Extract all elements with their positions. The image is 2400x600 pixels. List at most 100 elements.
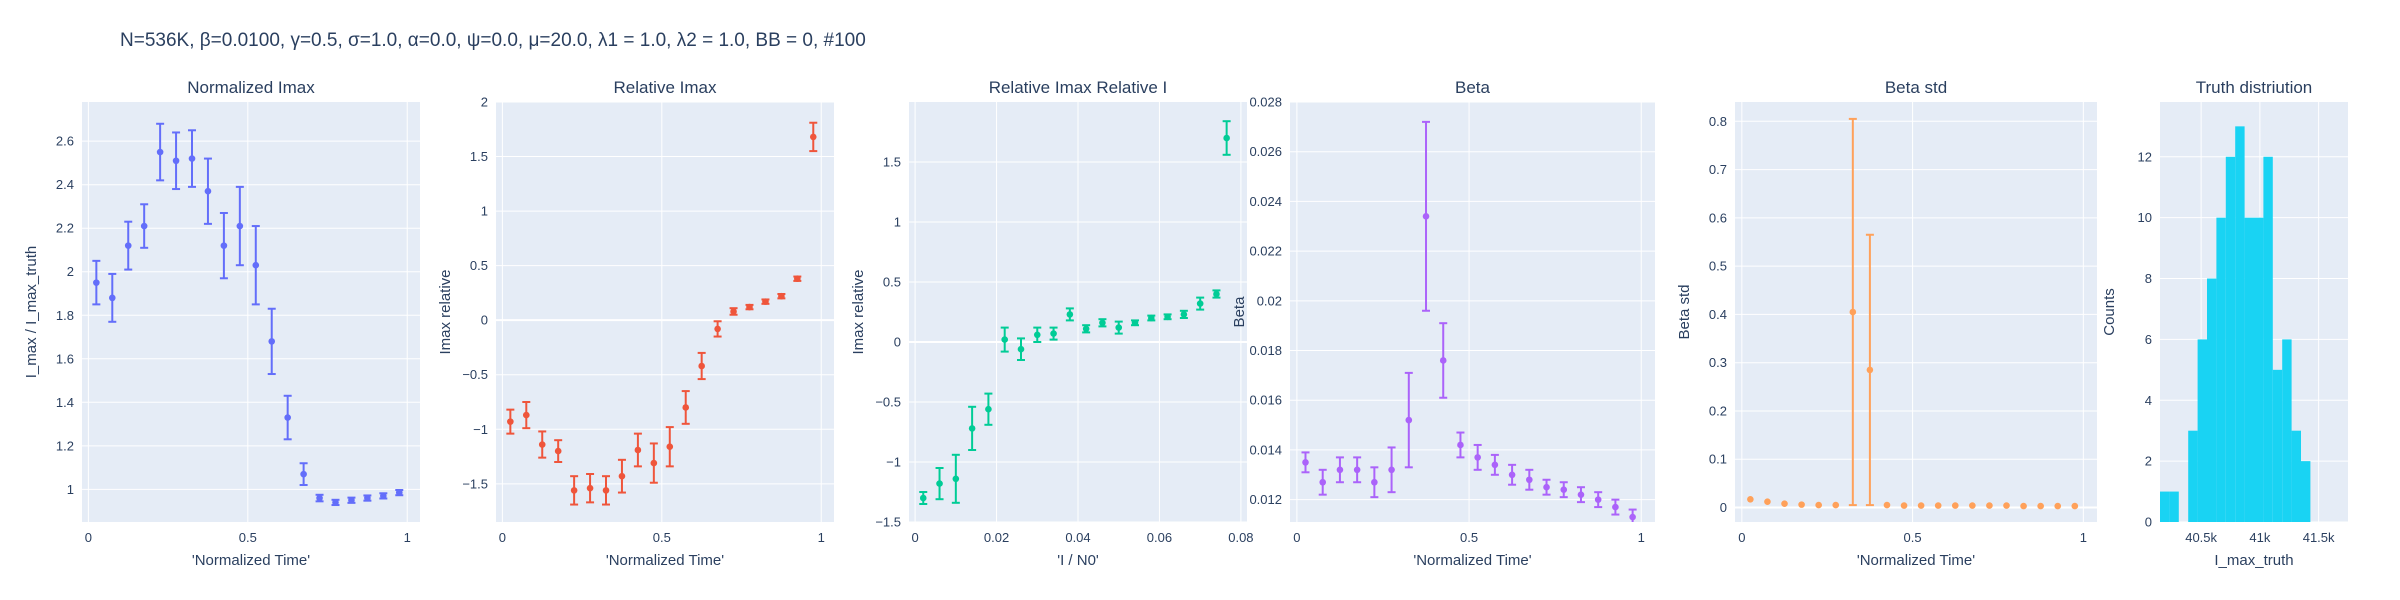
data-point xyxy=(666,443,674,451)
data-point xyxy=(188,155,196,162)
y-tick-label: 0.8 xyxy=(1709,114,1727,129)
data-point xyxy=(2003,502,2010,509)
data-point xyxy=(1986,502,1993,509)
data-point xyxy=(1934,502,1942,509)
y-tick-label: 0.028 xyxy=(1249,95,1282,110)
x-tick-label: 0.5 xyxy=(239,530,257,545)
data-point xyxy=(1764,498,1771,506)
y-tick-label: 2.2 xyxy=(56,221,74,236)
histogram-bar xyxy=(2291,430,2301,522)
y-tick-label: 0.7 xyxy=(1709,162,1727,177)
data-point xyxy=(124,242,132,249)
y-tick-label: 0.5 xyxy=(883,275,901,290)
data-point xyxy=(1883,501,1891,509)
data-point xyxy=(1422,213,1430,220)
histogram-bar xyxy=(2282,339,2292,522)
y-tick-label: 0.024 xyxy=(1249,194,1282,209)
series xyxy=(919,120,1231,505)
y-tick-label: 0 xyxy=(894,335,901,350)
y-tick-label: 4 xyxy=(2145,393,2152,408)
data-point xyxy=(204,187,212,195)
x-tick-label: 0.5 xyxy=(1904,530,1922,545)
x-tick-label: 41k xyxy=(2249,530,2270,545)
data-point xyxy=(1388,466,1395,474)
data-point xyxy=(1017,345,1025,353)
data-point xyxy=(284,414,291,421)
x-axis-label: 'Normalized Time' xyxy=(1857,552,1975,569)
x-tick-label: 1 xyxy=(1638,530,1645,545)
data-point xyxy=(2054,502,2062,510)
x-axis-label: 'Normalized Time' xyxy=(606,552,724,569)
data-point xyxy=(316,494,323,502)
data-point xyxy=(618,472,626,480)
figure-title: N=536K, β=0.0100, γ=0.5, σ=1.0, α=0.0, ψ… xyxy=(120,30,866,51)
data-point xyxy=(1747,496,1754,503)
histogram-bar xyxy=(2244,217,2254,522)
series xyxy=(2160,126,2311,522)
chart-panel-6: 0 2 4 6 8 10 12 40.5k 41k 41.5k Truth distriution I… xyxy=(2101,78,2348,569)
data-point xyxy=(698,362,705,370)
data-point xyxy=(554,447,562,455)
data-point xyxy=(1371,478,1378,486)
data-point xyxy=(919,494,927,502)
data-point xyxy=(1131,319,1139,327)
y-tick-label: 0.012 xyxy=(1249,492,1282,507)
data-point xyxy=(985,405,992,413)
data-point xyxy=(1526,476,1533,484)
data-point xyxy=(1969,502,1976,509)
data-point xyxy=(1849,308,1857,316)
x-tick-label: 0.5 xyxy=(653,530,671,545)
y-tick-label: 0.3 xyxy=(1709,355,1727,370)
data-point xyxy=(1917,502,1925,509)
y-tick-label: 0.2 xyxy=(1709,403,1727,418)
series xyxy=(1747,117,2079,510)
y-tick-label: 2 xyxy=(481,95,488,110)
data-point xyxy=(332,499,339,506)
data-point xyxy=(1612,503,1619,511)
data-point xyxy=(1405,416,1413,424)
data-point xyxy=(2071,502,2079,510)
y-tick-label: 1.6 xyxy=(56,351,74,366)
data-point xyxy=(1798,501,1805,508)
y-tick-label: 0.018 xyxy=(1249,343,1282,358)
data-point xyxy=(1319,478,1327,486)
data-point xyxy=(252,261,260,269)
chart-panel-4: 0.012 0.014 0.016 0.018 0.02 0.022 0.024 0.026 0… xyxy=(1231,78,1655,569)
data-point xyxy=(108,294,116,302)
plot-area xyxy=(1290,102,1655,522)
series xyxy=(92,122,404,507)
y-axis-label: Beta std xyxy=(1676,284,1693,339)
x-tick-label: 0 xyxy=(85,530,92,545)
y-tick-label: 0.026 xyxy=(1249,144,1282,159)
plot-area xyxy=(82,102,420,522)
data-point xyxy=(93,279,100,286)
y-tick-label: 1.5 xyxy=(883,155,901,170)
chart-panel-3: −1.5 −1 −0.5 0 0.5 1 1.5 0 0.02 0.04 0.06 0.08 Relat… xyxy=(850,78,1254,569)
chart-title: Truth distriution xyxy=(2196,78,2313,97)
x-tick-label: 0 xyxy=(911,530,918,545)
data-point xyxy=(778,292,785,300)
data-point xyxy=(1815,501,1822,509)
y-tick-label: 0.6 xyxy=(1709,210,1727,225)
y-tick-label: 12 xyxy=(2138,149,2152,164)
y-tick-label: 8 xyxy=(2145,271,2152,286)
y-tick-label: 0.5 xyxy=(470,258,488,273)
histogram-bar xyxy=(2188,430,2198,522)
y-tick-label: 0.02 xyxy=(1257,293,1282,308)
data-point xyxy=(1180,311,1188,318)
x-tick-label: 0 xyxy=(499,530,506,545)
x-tick-label: 40.5k xyxy=(2185,530,2217,545)
x-tick-label: 0.5 xyxy=(1460,530,1478,545)
data-point xyxy=(538,441,546,448)
y-tick-label: 2 xyxy=(2145,454,2152,469)
data-point xyxy=(936,480,943,487)
y-tick-label: 0 xyxy=(2145,515,2152,530)
series xyxy=(1301,120,1637,522)
x-tick-label: 1 xyxy=(818,530,825,545)
data-point xyxy=(809,133,817,141)
data-point xyxy=(348,496,355,504)
data-point xyxy=(300,470,307,478)
data-point xyxy=(1336,466,1344,474)
data-point xyxy=(730,308,737,315)
